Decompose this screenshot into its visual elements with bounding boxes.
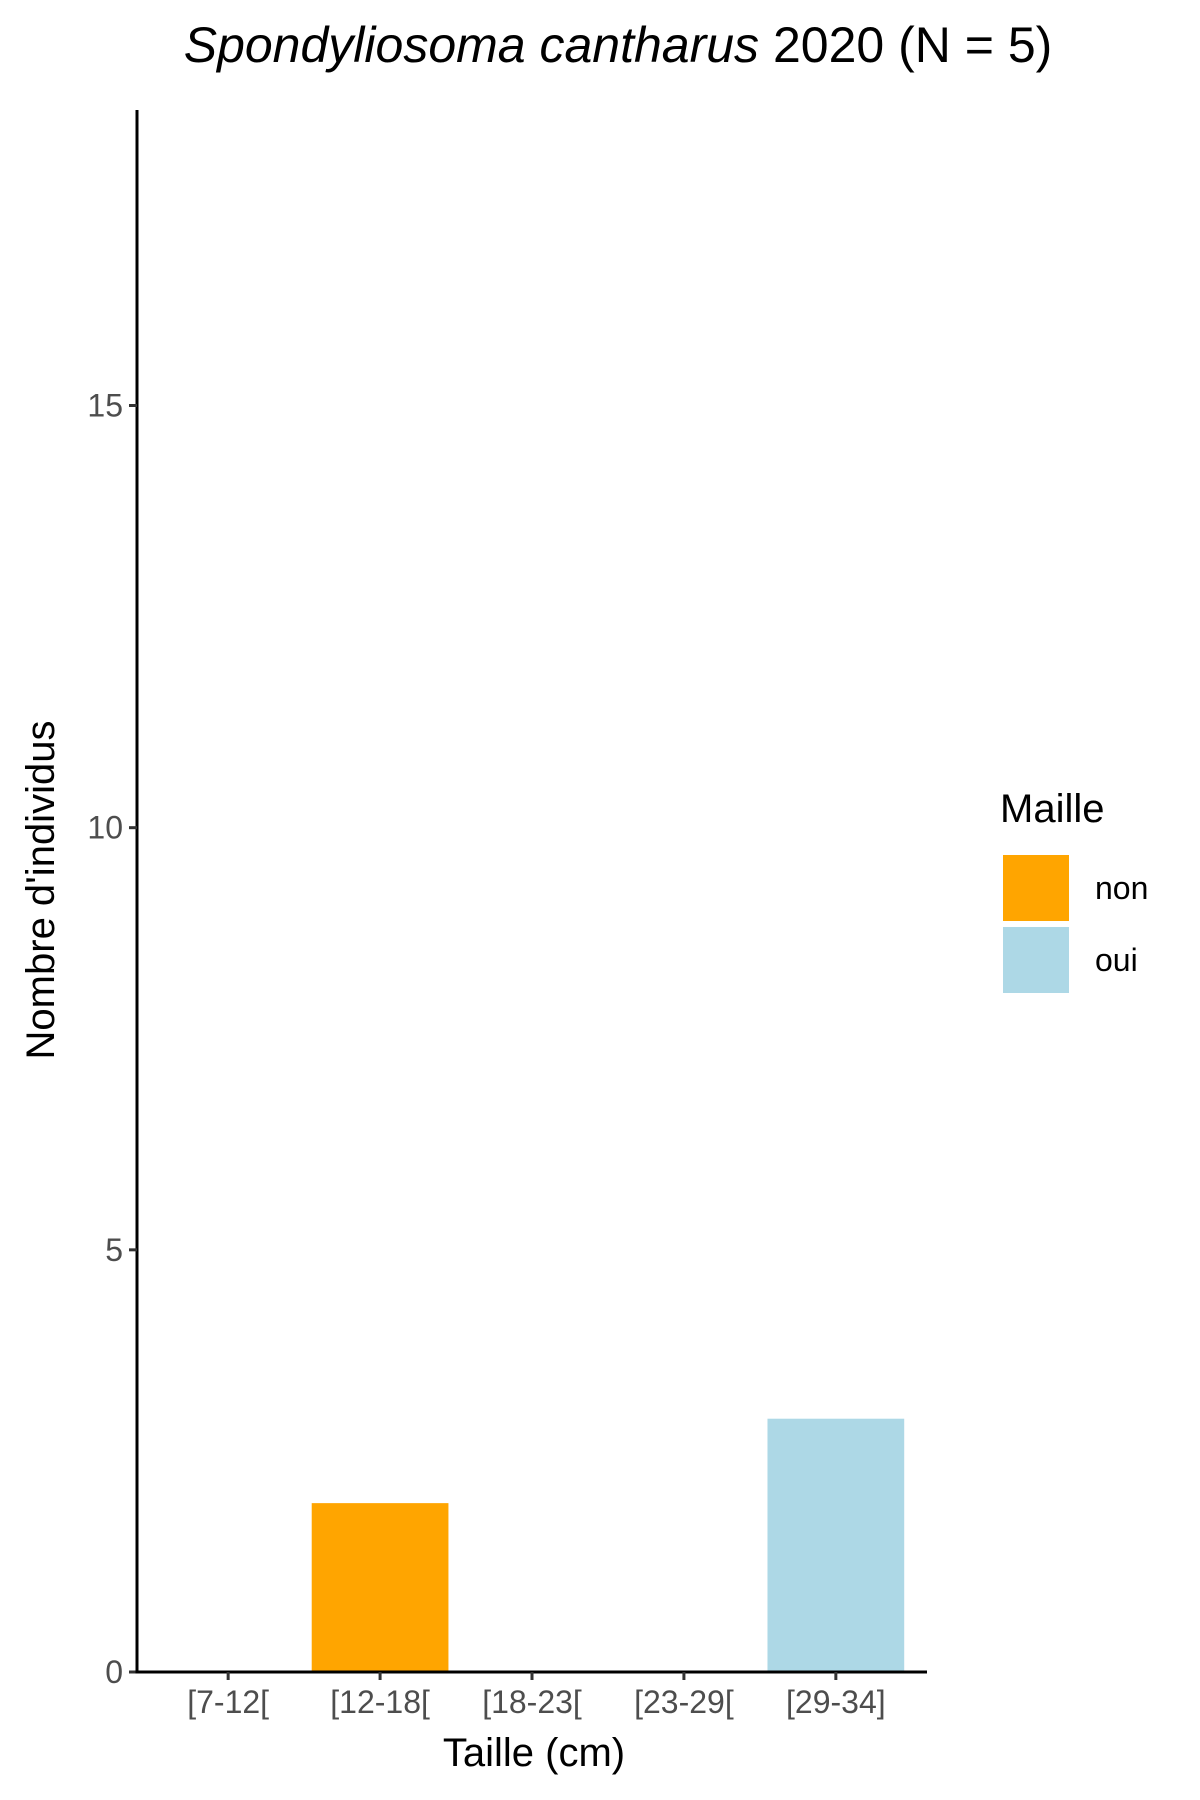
chart-title-species: Spondyliosoma cantharus <box>184 17 759 73</box>
legend-title: Maille <box>1000 787 1104 831</box>
legend-label-oui: oui <box>1095 942 1138 978</box>
legend-swatch-oui <box>1003 927 1069 993</box>
x-tick-label: [12-18[ <box>330 1684 430 1720</box>
chart-title: Spondyliosoma cantharus 2020 (N = 5) <box>184 17 1053 73</box>
legend-label-non: non <box>1095 870 1148 906</box>
y-axis: 0 5 10 15 <box>87 110 139 1690</box>
x-tick-label: [7-12[ <box>187 1684 269 1720</box>
x-tick-label: [23-29[ <box>634 1684 734 1720</box>
legend: Maille non oui <box>1000 787 1148 993</box>
y-axis-title: Nombre d'individus <box>19 721 63 1060</box>
x-tick-label: [29-34] <box>786 1684 886 1720</box>
y-tick-label: 15 <box>87 388 123 424</box>
bars-layer <box>311 1418 905 1672</box>
legend-swatch-non <box>1003 855 1069 921</box>
bar-1 <box>311 1503 449 1672</box>
y-tick-label: 5 <box>105 1232 123 1268</box>
chart-title-rest: 2020 (N = 5) <box>759 17 1052 73</box>
x-tick-label: [18-23[ <box>482 1684 582 1720</box>
bar-4 <box>767 1418 905 1672</box>
x-axis-title: Taille (cm) <box>443 1731 625 1775</box>
y-tick-label: 0 <box>105 1654 123 1690</box>
legend-entries: non oui <box>1003 855 1148 993</box>
y-tick-label: 10 <box>87 810 123 846</box>
x-axis: [7-12[ [12-18[ [18-23[ [23-29[ [29-34] <box>135 1670 927 1720</box>
